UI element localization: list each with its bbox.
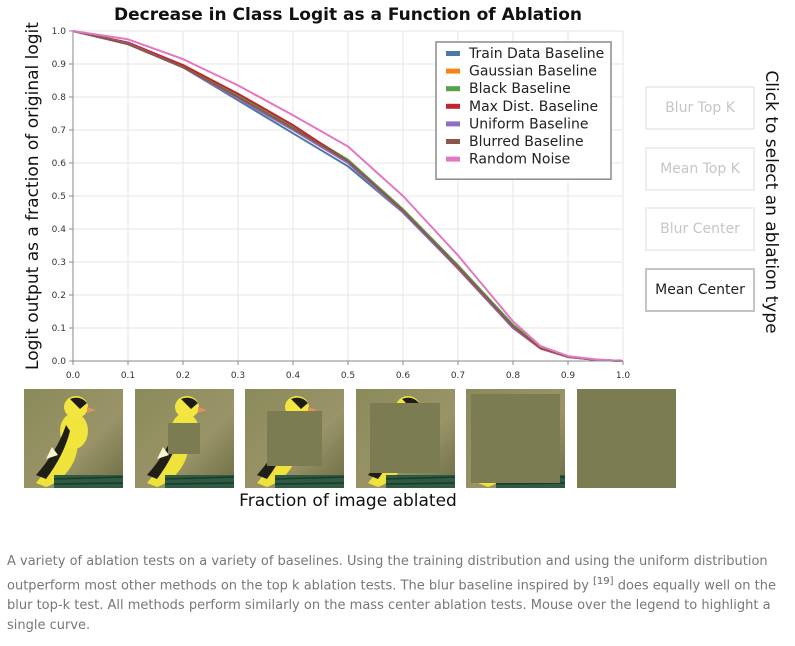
x-tick-label: 0.8 bbox=[506, 371, 521, 381]
ablation-button-blur-center[interactable]: Blur Center bbox=[645, 207, 755, 251]
legend-label: Uniform Baseline bbox=[469, 116, 588, 132]
legend[interactable]: Train Data Baseline Gaussian BaselineBlac… bbox=[435, 41, 612, 180]
legend-item[interactable]: Black Baseline bbox=[446, 81, 571, 97]
legend-swatch bbox=[446, 121, 460, 127]
y-axis: 0.0 0.1 0.2 0.3 0.4 0.5 0.6 0.7 0.8 0.9 1.0 bbox=[52, 27, 74, 367]
legend-swatch bbox=[446, 156, 460, 162]
series-line-6 bbox=[72, 30, 624, 362]
ablation-thumbnail bbox=[576, 389, 676, 488]
legend-swatch bbox=[446, 68, 460, 74]
y-tick-label: 0.5 bbox=[52, 192, 66, 202]
legend-label: Random Noise bbox=[469, 152, 570, 168]
x-tick-label: 0.1 bbox=[121, 371, 135, 381]
chart-series bbox=[72, 30, 624, 362]
caption-text-start: A variety of ablation tests on a variety… bbox=[7, 554, 768, 594]
ablation-thumbnail bbox=[24, 389, 123, 488]
y-tick-label: 0.9 bbox=[52, 60, 67, 70]
legend-item[interactable]: Train Data Baseline bbox=[446, 46, 604, 62]
legend-swatch bbox=[446, 86, 460, 92]
legend-label: Blurred Baseline bbox=[469, 134, 584, 150]
y-axis-title: Logit output as a fraction of original l… bbox=[23, 22, 43, 370]
ablation-button-blur-top-k[interactable]: Blur Top K bbox=[645, 86, 755, 130]
legend-item[interactable]: Random Noise bbox=[446, 152, 570, 168]
ablation-chart: Decrease in Class Logit as a Function of… bbox=[23, 5, 631, 381]
legend-item[interactable]: Gaussian Baseline bbox=[446, 64, 597, 80]
x-tick-label: 0.9 bbox=[561, 371, 576, 381]
y-tick-label: 0.0 bbox=[52, 357, 67, 367]
ablation-thumbnail bbox=[466, 389, 565, 488]
ablation-patch bbox=[267, 411, 322, 466]
legend-item[interactable]: Max Dist. Baseline bbox=[446, 99, 598, 115]
ablation-button-mean-center[interactable]: Mean Center bbox=[645, 267, 755, 312]
x-tick-label: 1.0 bbox=[616, 371, 631, 381]
caption-text-end: does equally well on the blur top-k test… bbox=[7, 578, 776, 634]
ablation-patch bbox=[168, 422, 200, 455]
chart-title: Decrease in Class Logit as a Function of… bbox=[114, 5, 582, 25]
x-tick-label: 0.4 bbox=[286, 371, 301, 381]
legend-swatch bbox=[446, 103, 460, 109]
figure-caption: A variety of ablation tests on a variety… bbox=[7, 552, 782, 636]
x-tick-label: 0.6 bbox=[396, 371, 411, 381]
y-tick-label: 0.3 bbox=[52, 258, 66, 268]
y-tick-label: 0.2 bbox=[52, 291, 66, 301]
x-axis: 0.0 0.1 0.2 0.3 0.4 0.5 0.6 0.7 0.8 0.9 1.0 bbox=[66, 360, 631, 381]
bird-image bbox=[24, 389, 123, 488]
legend-item[interactable]: Blurred Baseline bbox=[446, 134, 584, 150]
ablation-thumbnail bbox=[134, 389, 234, 488]
ablation-thumbnail bbox=[355, 389, 455, 488]
y-tick-label: 0.7 bbox=[52, 126, 66, 136]
ablation-button-mean-top-k[interactable]: Mean Top K bbox=[645, 146, 755, 191]
legend-item[interactable]: Uniform Baseline bbox=[446, 116, 588, 132]
ablation-thumbnail bbox=[245, 389, 344, 488]
legend-label: Train Data Baseline bbox=[468, 46, 604, 62]
ablation-patch bbox=[576, 389, 676, 488]
ablation-selector-label: Click to select an ablation type bbox=[761, 70, 781, 334]
y-tick-label: 0.6 bbox=[52, 159, 67, 169]
x-tick-label: 0.5 bbox=[341, 371, 355, 381]
y-tick-label: 0.1 bbox=[52, 324, 66, 334]
ablation-patch bbox=[369, 403, 440, 474]
legend-swatch bbox=[446, 51, 460, 56]
x-tick-label: 0.2 bbox=[176, 371, 190, 381]
ablation-patch bbox=[471, 394, 560, 483]
y-tick-label: 1.0 bbox=[52, 27, 67, 37]
legend-label: Black Baseline bbox=[469, 81, 571, 97]
y-tick-label: 0.8 bbox=[52, 93, 67, 103]
legend-label: Max Dist. Baseline bbox=[469, 99, 598, 115]
legend-swatch bbox=[446, 139, 460, 144]
legend-label: Gaussian Baseline bbox=[469, 64, 597, 80]
legend-box bbox=[435, 41, 612, 180]
x-tick-label: 0.0 bbox=[66, 371, 81, 381]
x-tick-label: 0.3 bbox=[231, 371, 245, 381]
y-tick-label: 0.4 bbox=[52, 225, 67, 235]
x-tick-label: 0.7 bbox=[451, 371, 465, 381]
citation-link[interactable]: [19] bbox=[593, 576, 614, 587]
thumbnails-axis-label: Fraction of image ablated bbox=[239, 491, 457, 511]
